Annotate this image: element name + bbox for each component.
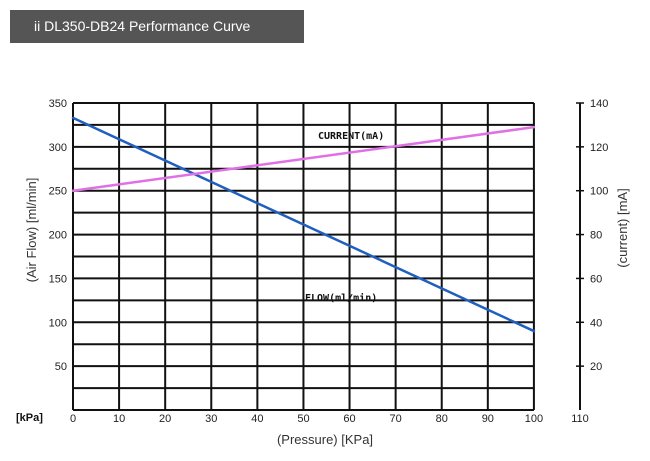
y2-tick-label: 40	[590, 317, 602, 329]
x-unit-label: [kPa]	[16, 412, 43, 424]
title-bar: ii DL350-DB24 Performance Curve	[10, 10, 304, 43]
y-tick-label: 300	[49, 142, 67, 154]
y-tick-label: 100	[49, 317, 67, 329]
y2-tick-label: 80	[590, 230, 602, 242]
x-tick-label: 10	[113, 413, 125, 425]
x-tick-label: 20	[159, 413, 171, 425]
x-tick-label: 110	[571, 413, 589, 425]
y2-tick-label: 60	[590, 273, 602, 285]
x-tick-label: 70	[390, 413, 402, 425]
series-lines	[71, 116, 536, 333]
x-tick-label: 80	[436, 413, 448, 425]
series-label-current: CURRENT(mA)	[318, 131, 384, 142]
x-tick-label: 60	[343, 413, 355, 425]
x-axis-title: (Pressure) [KPa]	[277, 432, 373, 447]
y-tick-label: 150	[49, 273, 67, 285]
x-tick-label: 100	[525, 413, 543, 425]
y2-tick-label: 100	[590, 186, 608, 198]
x-tick-label: 90	[482, 413, 494, 425]
x-tick-label: 30	[205, 413, 217, 425]
x-tick-label: 0	[70, 413, 76, 425]
y-tick-label: 250	[49, 186, 67, 198]
series-label-flow: FLOW(ml/min)	[305, 292, 377, 304]
y-tick-label: 350	[49, 98, 67, 110]
current-line	[71, 125, 536, 192]
y2-tick-label: 120	[590, 142, 608, 154]
grid	[72, 102, 584, 411]
y-tick-label: 200	[49, 230, 67, 242]
y-axis-title: (Air Flow) [ml/min]	[24, 178, 39, 283]
y2-axis-title: (current) [mA]	[615, 188, 630, 267]
x-tick-label: 40	[251, 413, 263, 425]
flow-line	[71, 116, 536, 333]
y2-tick-label: 20	[590, 361, 602, 373]
y-tick-label: 50	[55, 361, 67, 373]
tick-labels: 0 10 20 30 40 50 60 70 80 90 100 110 50 100 150 200 250 3…	[49, 98, 609, 425]
x-tick-label: 50	[297, 413, 309, 425]
y2-tick-label: 140	[590, 98, 608, 110]
chart-title: ii DL350-DB24 Performance Curve	[34, 18, 251, 34]
